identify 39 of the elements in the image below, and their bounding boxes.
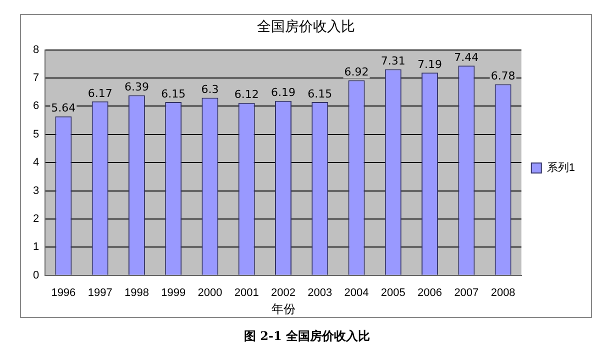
chart-title: 全国房价收入比	[257, 19, 355, 36]
x-tick-label: 2000	[198, 287, 222, 300]
y-tick-label: 6	[32, 100, 40, 112]
data-label: 6.15	[308, 87, 332, 100]
y-tick-label: 4	[32, 156, 40, 169]
data-label: 5.64	[51, 102, 76, 115]
data-label: 6.15	[161, 87, 186, 100]
y-tick-label: 1	[32, 241, 40, 254]
x-axis-title: 年份	[271, 302, 296, 316]
data-label: 6.19	[271, 86, 296, 100]
data-label: 6.39	[124, 80, 149, 94]
x-tick-label: 2001	[234, 287, 259, 300]
x-tick-label: 1996	[51, 287, 76, 300]
x-tick-label: 1999	[161, 287, 186, 300]
y-tick-label: 3	[32, 184, 40, 197]
x-tick-label: 2003	[308, 287, 332, 300]
y-tick-label: 2	[32, 213, 40, 226]
x-tick-label: 2005	[380, 287, 406, 300]
data-label: 7.19	[418, 58, 442, 71]
data-label: 7.44	[454, 50, 479, 64]
x-tick-label: 2002	[271, 287, 296, 300]
x-tick-label: 1998	[124, 287, 149, 300]
x-tick-label: 2008	[490, 287, 516, 300]
x-tick-label: 2007	[454, 287, 479, 300]
x-tick-label: 1997	[88, 287, 112, 300]
legend-label: 系列1	[546, 161, 576, 174]
y-tick-label: 8	[32, 44, 40, 56]
x-tick-label: 2006	[418, 287, 442, 300]
data-label: 7.31	[380, 54, 406, 68]
y-tick-label: 7	[32, 72, 40, 84]
data-label: 6.17	[88, 86, 112, 100]
x-tick-label: 2004	[344, 287, 369, 300]
y-tick-label: 5	[32, 128, 40, 140]
data-label: 6.3	[201, 83, 219, 96]
data-label: 6.92	[344, 66, 369, 79]
data-label: 6.78	[490, 70, 516, 83]
data-label: 6.12	[234, 88, 259, 102]
caption: 图 2-1 全国房价收入比	[242, 328, 372, 345]
y-tick-label: 0	[32, 269, 40, 282]
